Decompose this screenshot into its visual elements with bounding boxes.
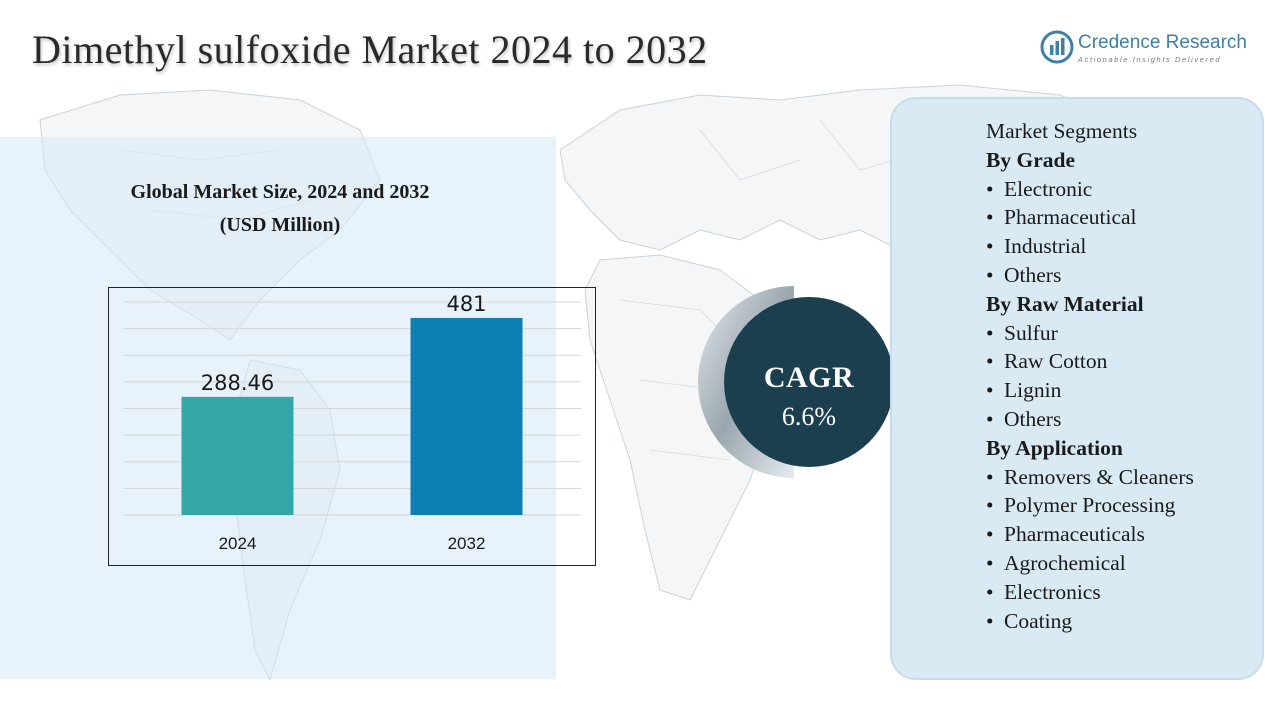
logo-name: Credence Research	[1078, 32, 1247, 53]
bar-2024	[181, 396, 294, 515]
segment-heading-raw-material: By Raw Material	[986, 291, 1144, 316]
segment-heading-application: By Application	[986, 435, 1123, 460]
bar-2032	[410, 317, 523, 515]
page-title: Dimethyl sulfoxide Market 2024 to 2032	[32, 27, 708, 72]
list-item: • Industrial	[986, 234, 1087, 259]
bar-chart: 288.46 2024 481 2032	[108, 287, 596, 566]
list-item: • Pharmaceuticals	[986, 522, 1145, 547]
cagr-value: 6.6%	[781, 402, 837, 431]
list-item: • Polymer Processing	[986, 493, 1176, 518]
list-item: • Others	[986, 262, 1062, 287]
list-item: • Electronic	[986, 176, 1093, 201]
list-item: • Lignin	[986, 378, 1062, 403]
x-tick-label-2032: 2032	[448, 534, 486, 553]
list-item: • Raw Cotton	[986, 349, 1108, 374]
chart-title-block: Global Market Size, 2024 and 2032 (USD M…	[60, 176, 500, 242]
cagr-ring	[698, 286, 894, 478]
segments-title: Market Segments	[986, 119, 1138, 143]
brand-logo: Credence Research Actionable Insights De…	[1040, 30, 1260, 70]
list-item: • Pharmaceutical	[986, 205, 1137, 230]
data-label-2024: 288.46	[201, 371, 274, 395]
credence-logo-icon	[1040, 30, 1074, 64]
segment-heading-grade: By Grade	[986, 147, 1075, 172]
chart-subtitle: (USD Million)	[219, 214, 341, 236]
cagr-circle	[724, 297, 894, 467]
list-item: • Others	[986, 406, 1062, 431]
market-segments: Market Segments By Grade • Electronic • Ph…	[986, 117, 1194, 635]
list-item: • Removers & Cleaners	[986, 464, 1194, 489]
bar-chart-svg: 288.46 2024 481 2032	[123, 292, 581, 553]
list-item: • Electronics	[986, 579, 1101, 604]
segments-panel	[890, 97, 1264, 680]
logo-tagline: Actionable Insights Delivered	[1078, 55, 1222, 64]
cagr-label: CAGR	[763, 361, 855, 394]
data-label-2032: 481	[446, 292, 486, 316]
list-item: • Sulfur	[986, 320, 1058, 345]
x-tick-label-2024: 2024	[219, 534, 257, 553]
list-item: • Agrochemical	[986, 550, 1126, 575]
list-item: • Coating	[986, 608, 1073, 633]
chart-title: Global Market Size, 2024 and 2032	[130, 181, 430, 203]
